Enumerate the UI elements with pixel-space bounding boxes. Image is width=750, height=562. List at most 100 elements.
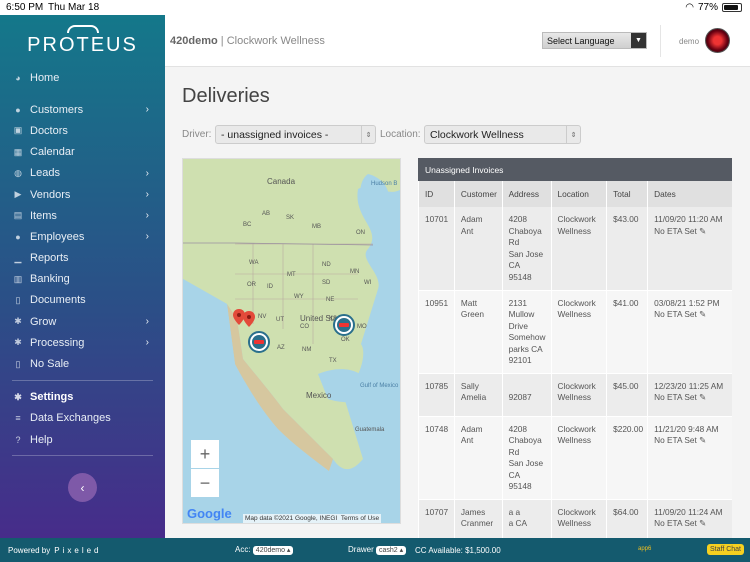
cell-customer: Adam Ant <box>453 416 503 500</box>
cell-line: Adam <box>460 423 483 434</box>
driver-select[interactable]: - unassigned invoices - ⇕ <box>215 125 376 144</box>
sidebar-item-items[interactable]: ▤ Items › <box>0 205 165 226</box>
cell-line[interactable]: No ETA Set ✎ <box>654 392 707 402</box>
cell-line[interactable]: No ETA Set ✎ <box>654 435 707 445</box>
cell-id: 10748 <box>418 416 455 500</box>
page-title: Deliveries <box>182 85 270 107</box>
cell-address: 4208 Chaboya Rd San Jose CA 95148 <box>501 416 551 500</box>
sidebar-item-vendors[interactable]: ▶ Vendors › <box>0 184 165 205</box>
zoom-in-button[interactable]: + <box>191 440 219 468</box>
cell-id: 10701 <box>418 207 455 291</box>
sidebar-item-home[interactable]: ◕ Home <box>0 67 165 88</box>
app-version: app6 <box>638 546 652 552</box>
staff-chat-button[interactable]: Staff Chat <box>707 544 745 555</box>
map-label: Mexico <box>306 391 332 400</box>
sidebar-item-no-sale[interactable]: ▯ No Sale <box>0 353 165 374</box>
calendar-icon: ▦ <box>13 146 23 157</box>
column-header-customer[interactable]: Customer <box>453 181 503 207</box>
sidebar-item-label: Leads <box>30 167 60 180</box>
map-label: AB <box>262 211 271 217</box>
sidebar-item-label: Employees <box>30 230 85 243</box>
avatar[interactable] <box>705 28 730 53</box>
mexico-land <box>227 304 333 471</box>
cell-location: Clockwork Wellness <box>550 499 607 538</box>
account-select[interactable]: 420demo ▴ <box>252 546 294 555</box>
cell-line: parks CA <box>508 343 543 354</box>
gears-icon: ✱ <box>14 337 22 348</box>
cell-location: Clockwork Wellness <box>550 416 607 500</box>
map-label: SD <box>322 280 331 286</box>
sidebar-item-help[interactable]: ? Help <box>0 429 165 450</box>
drawer-select[interactable]: cash2 ▴ <box>376 546 407 555</box>
table-row[interactable]: 10748 Adam Ant 4208 Chaboya Rd San Jose CA 95148… <box>418 416 732 500</box>
sidebar-item-calendar[interactable]: ▦ Calendar <box>0 142 165 163</box>
cell-line: San Jose <box>508 458 544 468</box>
zoom-out-button[interactable]: − <box>191 469 219 497</box>
google-wordmark: Google <box>187 506 232 521</box>
map-label: WI <box>364 280 372 286</box>
cell-line[interactable]: No ETA Set ✎ <box>654 309 707 319</box>
brand-logo[interactable]: PROTEUS <box>0 19 165 63</box>
sidebar-item-documents[interactable]: ▯ Documents <box>0 290 165 311</box>
cell-line: Cranmer <box>460 518 494 528</box>
cell-line[interactable]: No ETA Set ✎ <box>654 518 707 528</box>
cell-line: 4208 <box>508 214 528 224</box>
column-header-id[interactable]: ID <box>418 181 455 207</box>
cell-total: $41.00 <box>606 290 648 374</box>
location-select[interactable]: Clockwork Wellness ⇕ <box>424 125 581 144</box>
sidebar-item-customers[interactable]: ● Customers › <box>0 99 165 120</box>
column-header-dates[interactable]: Dates <box>647 181 732 207</box>
sidebar-item-label: Processing <box>30 336 85 349</box>
column-header-total[interactable]: Total <box>606 181 648 207</box>
status-date: Thu Mar 18 <box>48 2 100 13</box>
sidebar-item-banking[interactable]: ▥ Banking <box>0 269 165 290</box>
cell-line: 03/08/21 1:52 PM <box>654 297 720 308</box>
map-label: ON <box>356 230 365 236</box>
sidebar-item-grow[interactable]: ✱ Grow › <box>0 311 165 332</box>
chevron-right-icon: › <box>145 104 149 116</box>
map-label: NV <box>258 314 267 320</box>
language-label: Select Language <box>547 35 615 46</box>
chevron-right-icon: › <box>145 231 149 243</box>
cell-line: Clockwork <box>557 423 596 434</box>
cell-line[interactable]: No ETA Set ✎ <box>654 225 707 236</box>
sidebar-item-label: Home <box>30 71 60 84</box>
leaf-icon: ✱ <box>14 316 22 327</box>
cell-line: 11/09/20 11:24 AM <box>654 506 723 517</box>
terms-link[interactable]: Terms of Use <box>340 515 380 522</box>
cell-dates: 11/21/20 9:48 AM No ETA Set ✎ <box>647 416 732 500</box>
sidebar-item-doctors[interactable]: ▣ Doctors <box>0 120 165 141</box>
sidebar-nav: ◕ Home ● Customers › ▣ Doctors ▦ Calendar ◍ Leads ›… <box>0 67 165 462</box>
national-border <box>183 242 374 246</box>
sidebar-item-data-exchanges[interactable]: ≡ Data Exchanges <box>0 408 165 429</box>
sidebar-item-label: Customers <box>30 103 84 116</box>
table-row[interactable]: 10701 Adam Ant 4208 Chaboya Rd San Jose CA 95148… <box>418 207 732 291</box>
map-label: KS <box>329 316 338 322</box>
sidebar-item-settings[interactable]: ✱ Settings <box>0 387 165 408</box>
account-info: Acc: 420demo ▴ <box>235 545 294 555</box>
cell-customer: James Cranmer <box>453 499 503 538</box>
sidebar-item-leads[interactable]: ◍ Leads › <box>0 163 165 184</box>
column-header-address[interactable]: Address <box>501 181 551 207</box>
drawer-label: Drawer <box>348 545 374 554</box>
sidebar-item-processing[interactable]: ✱ Processing › <box>0 332 165 353</box>
table-row[interactable]: 10785 Sally Amelia 92087 Clockwork Wellness $4… <box>418 373 732 417</box>
cell-address: 4208 Chaboya Rd San Jose CA 95148 <box>501 207 551 291</box>
map-label: Guatemala <box>355 427 385 433</box>
column-header-location[interactable]: Location <box>550 181 607 207</box>
top-bar: 420demo | Clockwork Wellness Select Lang… <box>165 15 750 67</box>
cell-line: Wellness <box>557 225 592 236</box>
map-label: UT <box>276 317 284 323</box>
chevron-right-icon: › <box>145 337 149 349</box>
delivery-map[interactable]: Canada Hudson B United States Mexico Gulf of… <box>182 158 401 524</box>
collapse-sidebar-button[interactable]: ‹ <box>68 473 97 502</box>
status-right: ◠ 77% <box>685 2 742 13</box>
sidebar-item-label: Reports <box>30 252 69 265</box>
cell-dates: 12/23/20 11:25 AM No ETA Set ✎ <box>647 373 732 417</box>
user-name[interactable]: demo <box>679 37 700 46</box>
sidebar-item-reports[interactable]: ▁ Reports <box>0 248 165 269</box>
language-select[interactable]: Select Language ▼ <box>542 32 647 49</box>
table-row[interactable]: 10951 Matt Green 2131 Mullow Drive Somehow park… <box>418 290 732 374</box>
sidebar-item-employees[interactable]: ● Employees › <box>0 226 165 247</box>
